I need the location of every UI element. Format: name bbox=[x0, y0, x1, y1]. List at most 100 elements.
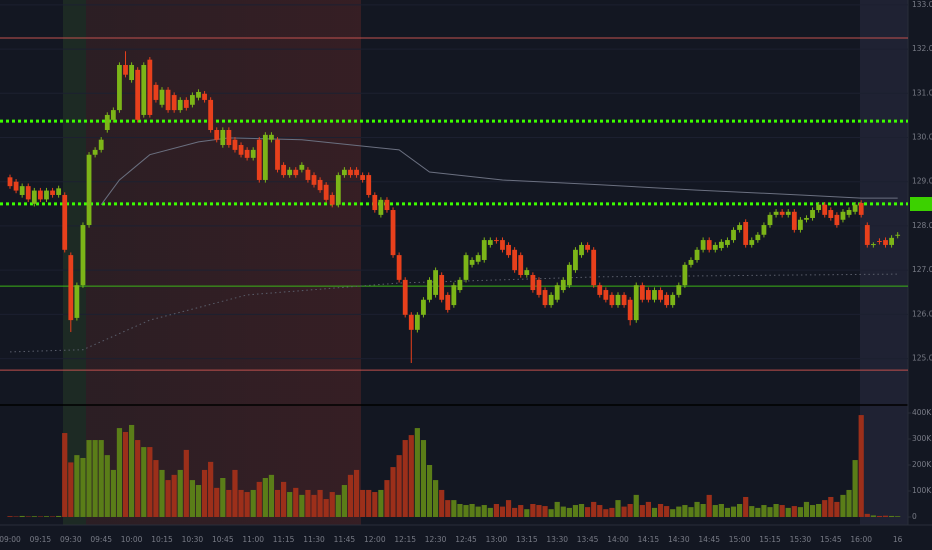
candle-body bbox=[165, 89, 171, 111]
candle-body bbox=[7, 177, 13, 187]
volume-bar bbox=[852, 460, 858, 517]
volume-bar bbox=[870, 515, 876, 517]
y-tick-label: 133.00 bbox=[912, 0, 932, 9]
volume-bar bbox=[110, 469, 116, 517]
volume-bar bbox=[439, 489, 445, 517]
volume-bar bbox=[299, 494, 305, 517]
candle-body bbox=[694, 249, 700, 260]
candle-body bbox=[700, 240, 706, 250]
volume-bar bbox=[743, 496, 749, 517]
candle-body bbox=[50, 190, 55, 195]
volume-bar bbox=[201, 469, 208, 517]
candle-body bbox=[214, 129, 220, 140]
candle-body bbox=[773, 211, 779, 215]
volume-bar bbox=[232, 469, 238, 517]
volume-bar bbox=[609, 507, 615, 517]
volume-bar bbox=[724, 507, 731, 517]
volume-bar bbox=[329, 492, 335, 517]
candle-body bbox=[536, 279, 542, 295]
candle-body bbox=[512, 249, 518, 271]
volume-bar bbox=[49, 516, 56, 517]
volume-bar bbox=[433, 480, 439, 517]
x-tick-label: 12:30 bbox=[425, 535, 447, 544]
volume-bar bbox=[86, 440, 92, 517]
candle-body bbox=[725, 240, 730, 245]
candle-body bbox=[846, 210, 852, 215]
candle-body bbox=[877, 240, 882, 242]
y-tick-label: 132.00 bbox=[912, 44, 932, 53]
candle-body bbox=[706, 240, 712, 250]
candle-body bbox=[579, 244, 584, 256]
x-tick-label: 09:30 bbox=[60, 535, 82, 544]
x-tick-label: 14:15 bbox=[638, 535, 660, 544]
post-market-band bbox=[860, 0, 908, 525]
volume-bar bbox=[353, 469, 360, 517]
volume-bar bbox=[305, 489, 311, 517]
candle-body bbox=[335, 175, 341, 205]
candle-body bbox=[767, 214, 773, 226]
x-tick-label: 13:45 bbox=[577, 535, 599, 544]
candle-body bbox=[256, 139, 262, 180]
candle-body bbox=[749, 240, 755, 245]
volume-bar bbox=[165, 480, 171, 517]
volume-bar bbox=[578, 503, 585, 517]
volume-bar bbox=[615, 500, 621, 517]
candle-body bbox=[177, 99, 183, 111]
candle-body bbox=[828, 210, 834, 218]
volume-bar bbox=[572, 505, 579, 517]
volume-bar bbox=[700, 503, 706, 517]
candle-body bbox=[500, 240, 505, 250]
volume bbox=[7, 415, 901, 517]
volume-bar bbox=[797, 507, 803, 517]
candle-body bbox=[639, 285, 645, 300]
volume-bar bbox=[43, 516, 50, 517]
candle-body bbox=[712, 244, 718, 250]
volume-bar bbox=[761, 505, 767, 517]
candle-body bbox=[250, 149, 256, 158]
volume-bar bbox=[68, 462, 74, 517]
volume-bar bbox=[129, 424, 135, 517]
candle-body bbox=[494, 240, 499, 242]
candle-body bbox=[171, 95, 177, 111]
candle-body bbox=[506, 244, 511, 256]
volume-bar bbox=[384, 480, 390, 517]
volume-bar bbox=[457, 503, 463, 517]
candle-body bbox=[25, 186, 31, 200]
candle-body bbox=[86, 154, 92, 226]
volume-bar bbox=[74, 455, 80, 517]
candle-body bbox=[147, 59, 153, 115]
candle-body bbox=[798, 219, 803, 230]
volume-bar bbox=[518, 505, 524, 517]
candle-body bbox=[238, 145, 244, 155]
candle-body bbox=[597, 285, 603, 295]
candle-body bbox=[13, 181, 19, 191]
candle-body bbox=[858, 202, 864, 215]
candle-body bbox=[366, 175, 372, 195]
volume-bar bbox=[56, 515, 62, 517]
candle-body bbox=[129, 64, 134, 81]
volume-bar bbox=[122, 431, 129, 517]
x-tick-label: 12:00 bbox=[364, 535, 386, 544]
candle-body bbox=[573, 249, 578, 271]
candle-body bbox=[591, 249, 597, 286]
y-tick-label: 127.00 bbox=[912, 265, 932, 274]
volume-bar bbox=[749, 506, 755, 517]
volume-bar bbox=[147, 447, 153, 517]
candle-body bbox=[822, 204, 828, 215]
volume-bar bbox=[195, 485, 202, 517]
volume-bar bbox=[633, 494, 639, 517]
volume-bar bbox=[244, 492, 250, 517]
volume-bar bbox=[37, 516, 43, 517]
x-tick-label: 15:45 bbox=[820, 535, 842, 544]
volume-bar bbox=[785, 507, 791, 517]
volume-bar bbox=[372, 492, 378, 517]
x-tick-label: 15:15 bbox=[759, 535, 781, 544]
volume-bar bbox=[13, 516, 19, 517]
volume-bar bbox=[92, 440, 98, 517]
volume-bar bbox=[153, 460, 159, 517]
volume-bar bbox=[414, 428, 420, 517]
candle-body bbox=[743, 221, 749, 245]
candle-body bbox=[481, 240, 487, 260]
candle-body bbox=[226, 129, 232, 146]
volume-bar bbox=[426, 465, 433, 517]
